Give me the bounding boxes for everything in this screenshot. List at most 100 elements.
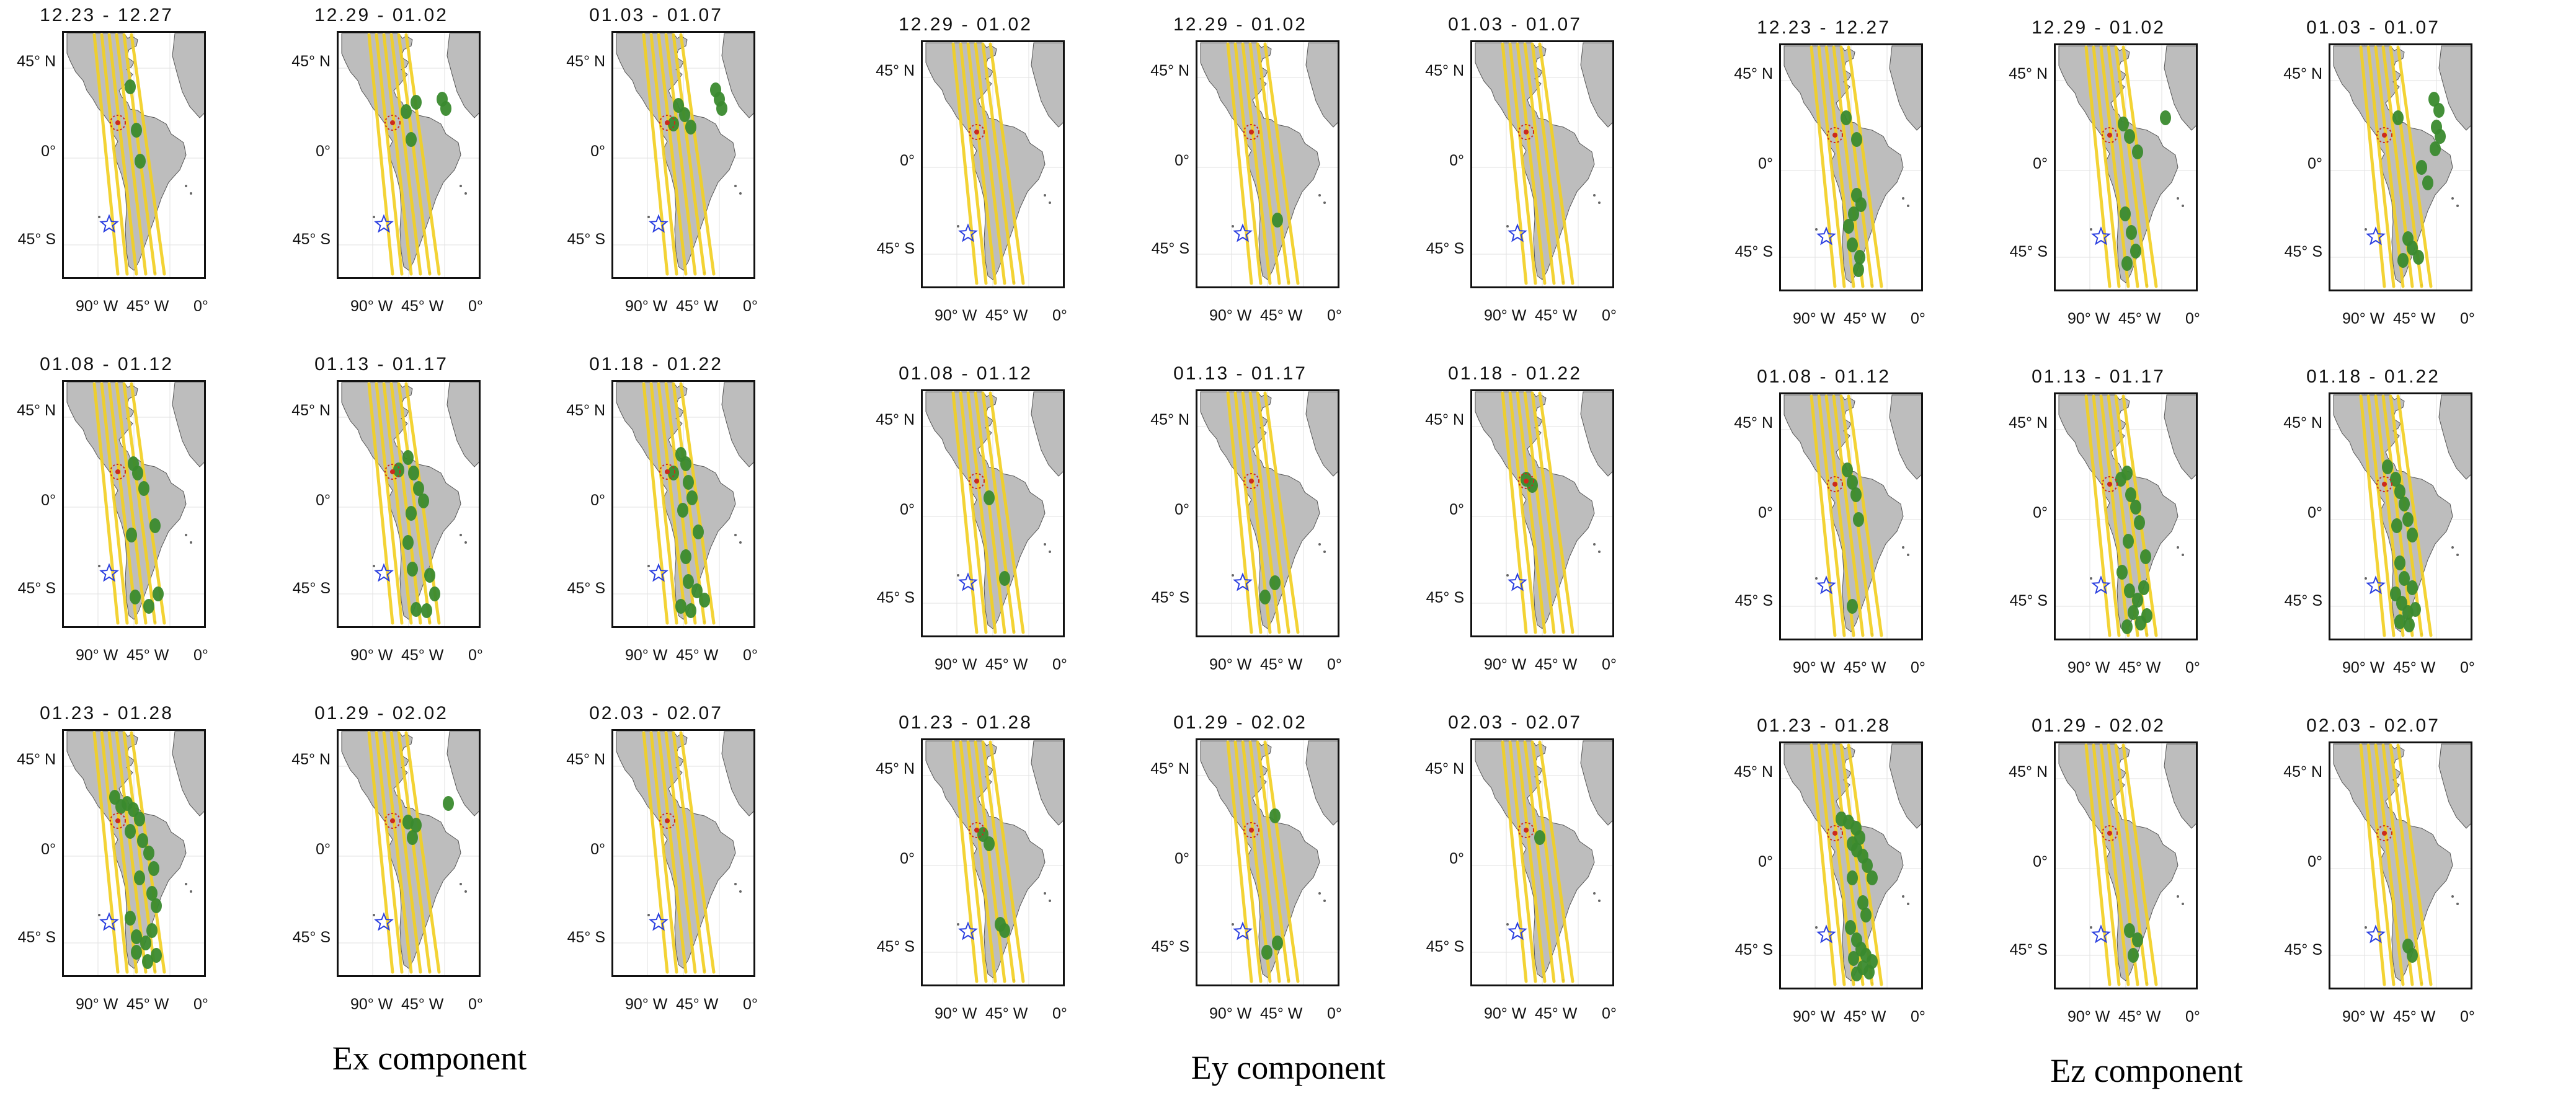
latitude-label: 45° S (1734, 243, 1773, 260)
longitude-label: 45° W (1260, 307, 1303, 324)
longitude-label: 90° W (1484, 656, 1527, 673)
latitude-label: 45° N (1425, 760, 1464, 777)
panel-title: 02.03 - 02.07 (589, 703, 723, 723)
satellite-track (1839, 743, 1874, 986)
epicenter-star-icon (1816, 575, 1836, 595)
anomaly-cluster (146, 923, 158, 938)
anomaly-cluster (2134, 515, 2145, 530)
island-dot (957, 225, 959, 228)
anomaly-cluster (138, 481, 149, 496)
map-border (2054, 43, 2198, 291)
hotspot-marker (2102, 825, 2118, 841)
anomaly-cluster (677, 503, 688, 518)
greenland-landmass (721, 33, 755, 118)
satellite-track (981, 740, 1016, 983)
satellite-track (1847, 45, 1883, 288)
map-svg (2329, 741, 2472, 989)
latitude-label: 45° N (1150, 760, 1189, 777)
epicenter-star-icon (1233, 572, 1253, 591)
island-dot (1232, 225, 1234, 228)
longitude-label: 45° W (127, 298, 169, 315)
longitude-label: 90° W (350, 298, 393, 315)
anomaly-cluster (679, 107, 690, 122)
epicenter-star-icon (2091, 226, 2111, 246)
longitude-label: 0° (468, 298, 483, 315)
map-border (2329, 392, 2472, 640)
epicenter-star-icon (1508, 572, 1527, 591)
island-dot (1506, 923, 1509, 926)
map-panel: 01.13 - 01.17 45° N 0° 45° S 90° W 45° W 0° (1999, 361, 2260, 709)
map-panel: 01.08 - 01.12 45° N 0° 45° S 90° W 45° W 0° (7, 349, 268, 696)
anomaly-cluster (984, 490, 995, 505)
hotspot-center (1524, 130, 1529, 135)
island-dot (1907, 205, 1909, 207)
map-frame (611, 380, 755, 628)
longitude-label: 0° (1911, 659, 1925, 676)
panel-grid: 12.23 - 12.27 45° N 0° 45° S 90° W 45° W 0° 12.… (1717, 12, 2576, 1054)
anomaly-cluster (2138, 580, 2149, 595)
longitude-label: 90° W (1209, 656, 1252, 673)
satellite-track (2121, 743, 2158, 986)
anomaly-cluster (126, 528, 137, 542)
anomaly-cluster (2120, 206, 2131, 221)
island-dot (373, 216, 375, 218)
latitude-label: 0° (41, 492, 56, 509)
longitude-label: 0° (743, 647, 758, 664)
longitude-label: 0° (743, 996, 758, 1013)
satellite-track (1530, 740, 1565, 983)
island-dot (1318, 194, 1321, 197)
hotspot-center (2107, 482, 2112, 487)
map-border (1779, 43, 1923, 291)
hotspot-center (115, 120, 120, 125)
satellite-track (375, 33, 404, 276)
satellite-track (1263, 740, 1300, 983)
anomaly-cluster (407, 562, 418, 577)
hotspot-marker (1827, 127, 1843, 143)
latitude-label: 45° N (1734, 65, 1773, 82)
island-dot (2177, 895, 2179, 898)
latitude-label: 45° N (1425, 62, 1464, 79)
hotspot-center (2107, 133, 2112, 138)
longitude-label: 45° W (2393, 310, 2436, 327)
satellite-track (115, 33, 148, 276)
epicenter-star-icon (1233, 921, 1253, 940)
latitude-label: 45° N (291, 402, 331, 419)
anomaly-cluster (411, 818, 422, 833)
satellite-track (2099, 743, 2130, 986)
latitude-label: 0° (2307, 155, 2322, 172)
panel-title: 12.29 - 01.02 (2032, 17, 2165, 38)
anomaly-cluster (393, 462, 404, 477)
anomaly-cluster (2116, 565, 2128, 580)
map-border (2329, 43, 2472, 291)
island-dot (2177, 546, 2179, 549)
map-svg (611, 380, 755, 628)
panel-title: 01.13 - 01.17 (314, 354, 448, 374)
satellite-track (1523, 42, 1556, 285)
latitude-label: 45° S (2284, 243, 2322, 260)
anomaly-cluster (1857, 895, 1868, 910)
satellite-track (988, 42, 1025, 285)
map-panel: 01.23 - 01.28 45° N 0° 45° S 90° W 45° W 0° (7, 698, 268, 1045)
anomaly-cluster (2410, 602, 2421, 617)
longitude-label: 0° (193, 298, 208, 315)
map-frame (921, 389, 1065, 637)
anomaly-cluster (683, 574, 694, 589)
satellite-track (1523, 391, 1556, 634)
longitude-label: 0° (1602, 1005, 1617, 1022)
island-dot (1902, 197, 1904, 200)
satellite-track (107, 731, 138, 974)
anomaly-cluster (151, 948, 162, 963)
latitude-label: 45° N (2009, 763, 2048, 781)
satellite-track (1226, 42, 1253, 285)
latitude-label: 0° (900, 152, 915, 169)
greenland-landmass (721, 731, 755, 816)
map-svg (1470, 40, 1614, 288)
island-dot (2456, 205, 2459, 207)
satellite-track (966, 740, 997, 983)
anomaly-cluster (2132, 144, 2143, 159)
panel-title: 01.13 - 01.17 (1173, 363, 1307, 384)
longitude-label: 90° W (2342, 1008, 2385, 1025)
anomaly-cluster (411, 602, 422, 617)
longitude-label: 45° W (985, 307, 1028, 324)
anomaly-cluster (406, 506, 417, 521)
